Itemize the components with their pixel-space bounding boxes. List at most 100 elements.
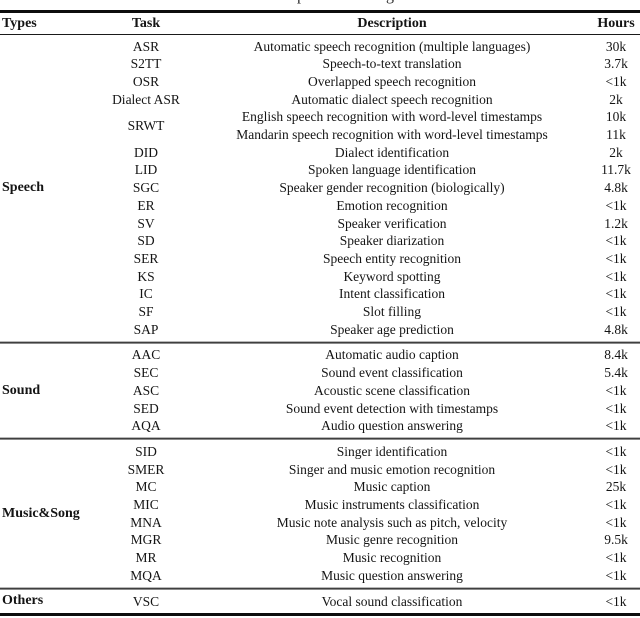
task-line-group: Acoustic scene classification <1k bbox=[192, 382, 640, 400]
task-line: Spoken language identification 11.7k bbox=[192, 161, 640, 179]
task-line: Speech-to-text translation 3.7k bbox=[192, 55, 640, 73]
task-line: Music question answering <1k bbox=[192, 567, 640, 585]
task-hours: <1k bbox=[605, 250, 627, 266]
task-abbr: AAC bbox=[131, 347, 161, 363]
task-hours: <1k bbox=[605, 73, 627, 89]
task-line-group: Spoken language identification 11.7k bbox=[192, 161, 640, 179]
task-row: MGR Music genre recognition 9.5k bbox=[0, 531, 640, 549]
section-type-label: Others bbox=[2, 593, 44, 609]
task-abbr: SID bbox=[135, 443, 157, 459]
task-line-group: Music caption 25k bbox=[192, 478, 640, 496]
task-abbr: SED bbox=[133, 400, 159, 416]
task-description: Overlapped speech recognition bbox=[308, 73, 476, 89]
task-row: SF Slot filling <1k bbox=[0, 303, 640, 321]
task-line: Singer identification <1k bbox=[192, 443, 640, 461]
task-line: Speech entity recognition <1k bbox=[192, 250, 640, 268]
task-row: MR Music recognition <1k bbox=[0, 549, 640, 567]
task-hours: 2k bbox=[609, 91, 623, 107]
task-hours: 8.4k bbox=[604, 347, 628, 363]
task-description: Speech-to-text translation bbox=[322, 56, 462, 72]
caption-fragment-left: p bbox=[297, 0, 305, 5]
task-row: SGC Speaker gender recognition (biologica… bbox=[0, 179, 640, 197]
task-line: Music caption 25k bbox=[192, 478, 640, 496]
task-description: Audio question answering bbox=[321, 418, 463, 434]
task-abbr: MGR bbox=[130, 532, 162, 548]
task-description: Automatic speech recognition (multiple l… bbox=[253, 38, 531, 54]
section-type-label: Music&Song bbox=[2, 505, 80, 521]
task-abbr: AQA bbox=[131, 418, 161, 434]
task-line-group: Sound event classification 5.4k bbox=[192, 364, 640, 382]
task-row: S2TT Speech-to-text translation 3.7k bbox=[0, 55, 640, 73]
task-abbr: VSC bbox=[132, 593, 160, 609]
task-description: Sound event classification bbox=[321, 365, 463, 381]
task-hours: <1k bbox=[605, 418, 627, 434]
task-line-group: Sound event detection with timestamps <1k bbox=[192, 400, 640, 418]
section-rows: ASR Automatic speech recognition (multipl… bbox=[0, 35, 640, 341]
task-row: SEC Sound event classification 5.4k bbox=[0, 364, 640, 382]
task-row: SER Speech entity recognition <1k bbox=[0, 250, 640, 268]
task-description: Music note analysis such as pitch, veloc… bbox=[276, 514, 508, 530]
task-line: Music instruments classification <1k bbox=[192, 496, 640, 514]
task-line-group: Automatic audio caption 8.4k bbox=[192, 346, 640, 364]
task-line: Speaker age prediction 4.8k bbox=[192, 321, 640, 339]
task-row: KS Keyword spotting <1k bbox=[0, 268, 640, 286]
task-abbr: MQA bbox=[130, 567, 162, 583]
task-hours: <1k bbox=[605, 593, 627, 609]
task-abbr: Dialect ASR bbox=[112, 91, 180, 107]
task-line: English speech recognition with word-lev… bbox=[192, 108, 640, 126]
task-description: Spoken language identification bbox=[308, 162, 476, 178]
task-line: Intent classification <1k bbox=[192, 285, 640, 303]
task-hours: 30k bbox=[605, 38, 627, 54]
task-abbr: SD bbox=[137, 233, 155, 249]
task-abbr: MC bbox=[135, 479, 157, 495]
task-row: DID Dialect identification 2k bbox=[0, 144, 640, 162]
caption-fragment-right: g bbox=[386, 0, 394, 5]
task-description: Emotion recognition bbox=[336, 197, 448, 213]
task-line: Vocal sound classification <1k bbox=[192, 593, 640, 611]
task-abbr: MNA bbox=[130, 514, 162, 530]
task-row: VSC Vocal sound classification <1k bbox=[0, 593, 640, 611]
task-description: Music question answering bbox=[321, 567, 463, 583]
task-line-group: Music instruments classification <1k bbox=[192, 496, 640, 514]
task-row: SAP Speaker age prediction 4.8k bbox=[0, 321, 640, 339]
task-line-group: Speaker age prediction 4.8k bbox=[192, 321, 640, 339]
task-row: SID Singer identification <1k bbox=[0, 443, 640, 461]
task-abbr: MR bbox=[135, 550, 157, 566]
task-description: Keyword spotting bbox=[343, 268, 441, 284]
task-line-group: Automatic dialect speech recognition 2k bbox=[192, 91, 640, 109]
task-description: Acoustic scene classification bbox=[314, 382, 470, 398]
task-line-group: Speaker diarization <1k bbox=[192, 232, 640, 250]
task-description: English speech recognition with word-lev… bbox=[241, 109, 543, 125]
task-description: Speaker diarization bbox=[339, 233, 445, 249]
task-abbr: IC bbox=[139, 286, 153, 302]
task-line-group: Speaker verification 1.2k bbox=[192, 215, 640, 233]
task-abbr: ASR bbox=[132, 38, 160, 54]
task-hours: <1k bbox=[605, 304, 627, 320]
task-hours: <1k bbox=[605, 286, 627, 302]
task-description: Singer and music emotion recognition bbox=[288, 461, 496, 477]
task-abbr: SAP bbox=[133, 321, 159, 337]
table-header-rule bbox=[0, 34, 640, 35]
task-abbr: SRWT bbox=[127, 118, 165, 134]
task-row: SV Speaker verification 1.2k bbox=[0, 215, 640, 233]
task-line-group: Dialect identification 2k bbox=[192, 144, 640, 162]
task-line-group: Keyword spotting <1k bbox=[192, 268, 640, 286]
task-line: Automatic dialect speech recognition 2k bbox=[192, 91, 640, 109]
section-divider-rule bbox=[0, 437, 640, 441]
task-hours: 11k bbox=[606, 127, 626, 143]
table-top-rule bbox=[0, 10, 640, 13]
task-line-group: Music question answering <1k bbox=[192, 567, 640, 585]
task-hours: 3.7k bbox=[604, 56, 628, 72]
section-rows: SID Singer identification <1k SMER Singer an… bbox=[0, 440, 640, 587]
task-hours: 1.2k bbox=[604, 215, 628, 231]
task-description: Singer identification bbox=[336, 443, 448, 459]
task-row: SD Speaker diarization <1k bbox=[0, 232, 640, 250]
task-row: SRWT English speech recognition with word… bbox=[0, 108, 640, 143]
column-header-types: Types bbox=[2, 15, 37, 31]
task-hours: 2k bbox=[609, 144, 623, 160]
task-line: Music genre recognition 9.5k bbox=[192, 531, 640, 549]
task-line-group: Automatic speech recognition (multiple l… bbox=[192, 38, 640, 56]
task-line: Sound event classification 5.4k bbox=[192, 364, 640, 382]
task-line: Emotion recognition <1k bbox=[192, 197, 640, 215]
task-line-group: Speech entity recognition <1k bbox=[192, 250, 640, 268]
